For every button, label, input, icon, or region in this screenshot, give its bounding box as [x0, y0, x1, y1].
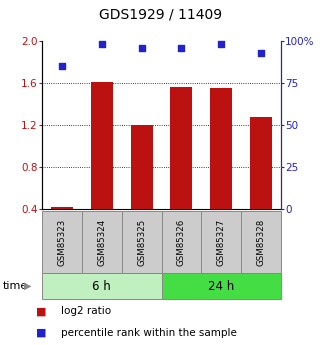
- Bar: [82, 211, 122, 273]
- Text: GSM85323: GSM85323: [57, 218, 66, 266]
- Text: time: time: [3, 281, 29, 291]
- Text: GDS1929 / 11409: GDS1929 / 11409: [99, 8, 222, 22]
- Bar: [241, 211, 281, 273]
- Point: [99, 42, 104, 47]
- Bar: [91, 82, 113, 209]
- Text: GSM85326: GSM85326: [177, 218, 186, 266]
- Text: GSM85324: GSM85324: [97, 218, 106, 266]
- Bar: [131, 125, 152, 209]
- Bar: [161, 273, 281, 299]
- Text: ▶: ▶: [24, 281, 32, 291]
- Text: 6 h: 6 h: [92, 279, 111, 293]
- Point: [59, 63, 65, 69]
- Text: percentile rank within the sample: percentile rank within the sample: [61, 327, 237, 337]
- Bar: [170, 87, 192, 209]
- Bar: [42, 211, 82, 273]
- Point: [179, 45, 184, 50]
- Bar: [201, 211, 241, 273]
- Bar: [122, 211, 161, 273]
- Text: 24 h: 24 h: [208, 279, 234, 293]
- Bar: [51, 207, 73, 209]
- Point: [139, 45, 144, 50]
- Point: [219, 42, 224, 47]
- Text: GSM85327: GSM85327: [217, 218, 226, 266]
- Text: GSM85328: GSM85328: [256, 218, 265, 266]
- Text: log2 ratio: log2 ratio: [61, 306, 111, 316]
- Text: ■: ■: [36, 327, 46, 337]
- Bar: [250, 117, 272, 209]
- Bar: [210, 88, 232, 209]
- Text: ■: ■: [36, 306, 46, 316]
- Point: [258, 50, 264, 56]
- Text: GSM85325: GSM85325: [137, 218, 146, 266]
- Bar: [42, 273, 161, 299]
- Bar: [161, 211, 201, 273]
